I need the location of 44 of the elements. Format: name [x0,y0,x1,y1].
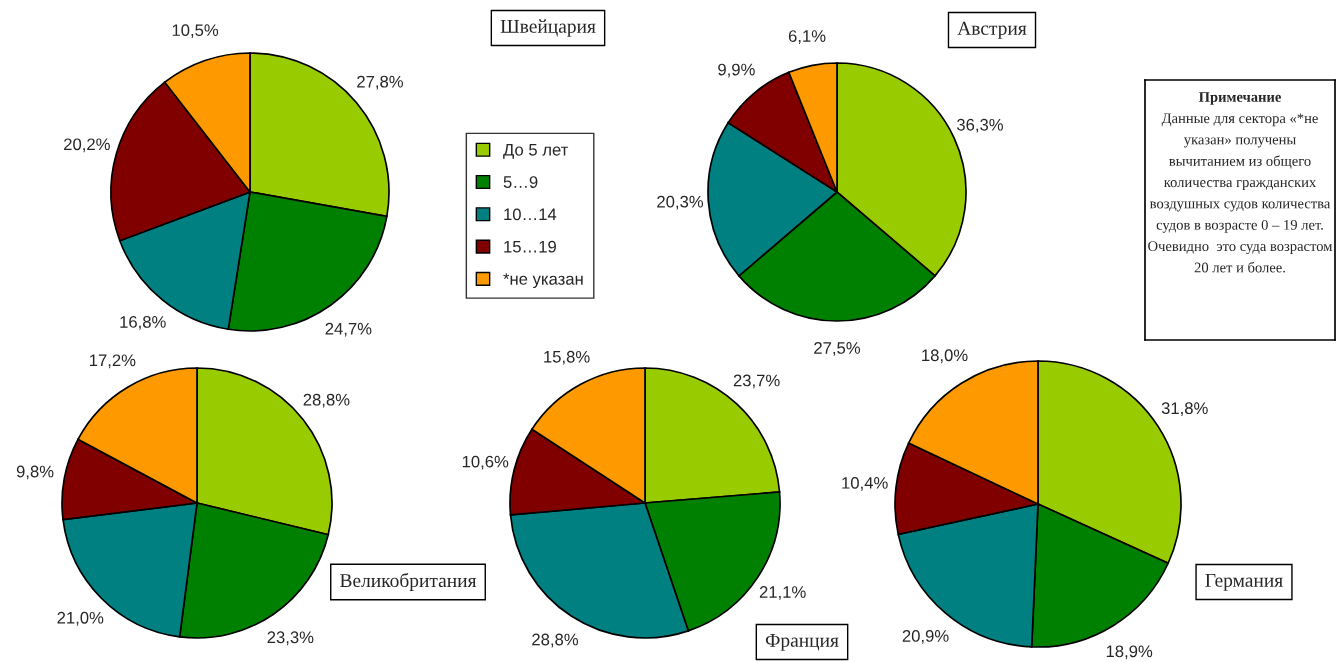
data-label: 20,3% [657,195,704,210]
data-label: 24,7% [325,322,372,337]
data-label: 15,8% [544,350,590,365]
data-label: 18,0% [922,349,968,364]
data-label: 21,0% [57,611,104,626]
text: Франция [765,633,839,651]
data-label: 21,1% [759,586,806,600]
data-label: 18,9% [1106,645,1153,660]
legend-label: *не указан [503,273,583,289]
text: судов в возрасте 0 – 19 лет. [1156,219,1323,233]
data-label: 20,9% [902,630,949,644]
text: Данные для сектора «*не [1161,113,1318,127]
data-label: 6,1% [788,30,826,44]
data-label: 10,5% [172,24,219,39]
text: указан» получены [1183,137,1296,148]
data-label: 9,8% [16,465,54,480]
chart-title: Австрия [957,21,1027,39]
data-label: 16,8% [120,316,166,330]
text: воздушных судов количества [1149,201,1331,212]
data-label: 31,8% [1161,402,1208,417]
data-label: 17,2% [89,354,136,369]
data-label: 23,7% [733,374,780,389]
data-label: 28,8% [303,393,350,408]
data-label: 27,5% [814,342,861,356]
data-label: 9,9% [718,63,755,78]
text: 20 лет и более. [1194,261,1285,273]
data-label: 28,8% [532,633,579,648]
data-label: 10,6% [462,455,509,470]
chart-title: Швейцария [500,19,596,37]
text: Великобритания [340,572,477,592]
legend-label: 10…14 [504,208,557,221]
legend-label: 5…9 [503,176,538,188]
text: вычитанием из общего [1169,155,1311,169]
text: Очевидно это суда возрастом [1148,241,1333,255]
legend-label: До 5 лет [503,144,569,159]
data-label: 27,8% [357,75,404,90]
text: Примечание [1198,92,1281,105]
data-label: 23,3% [267,631,314,646]
text: количества гражданских [1164,180,1317,191]
legend-label: 15…19 [504,240,556,253]
data-label: 10,4% [842,476,888,491]
data-label: 36,3% [956,118,1003,133]
text: Германия [1205,573,1283,591]
data-label: 20,2% [64,138,110,153]
